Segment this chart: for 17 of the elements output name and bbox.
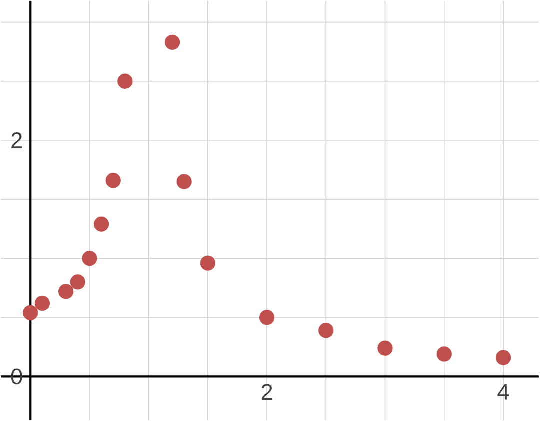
point [176,174,192,190]
point [106,172,121,188]
point [94,216,110,232]
point [200,255,216,271]
point [318,322,334,338]
point [164,34,180,50]
point [259,310,275,325]
point [58,284,74,299]
point [378,340,393,356]
point [496,350,512,366]
point [34,296,50,311]
x-tick-label: 4 [498,384,510,400]
point [70,274,86,290]
point [82,250,98,266]
point [436,346,452,362]
point [118,74,133,89]
point [23,305,38,320]
